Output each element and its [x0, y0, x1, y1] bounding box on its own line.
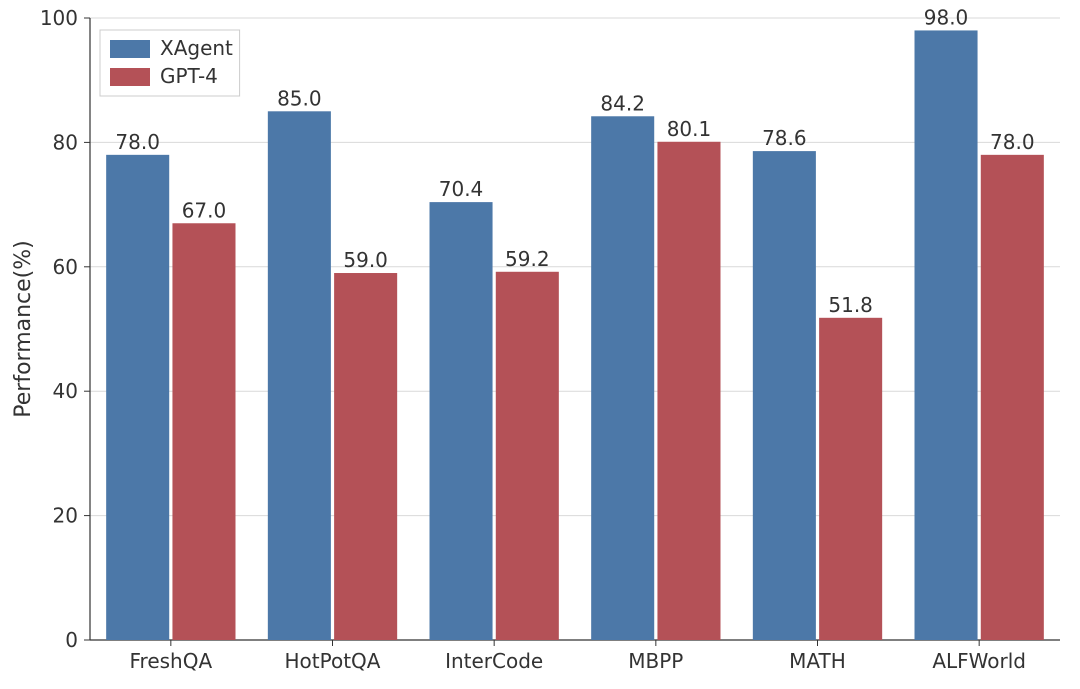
y-axis-label: Performance(%)	[11, 240, 36, 417]
bar-value-label: 67.0	[182, 198, 227, 222]
x-tick-label: ALFWorld	[932, 649, 1026, 673]
y-tick-label: 60	[53, 255, 78, 279]
bar-value-label: 85.0	[277, 86, 322, 110]
chart-canvas: 0 20 40 60 80 100 Performance(%) 78.0 67.0 FreshQ…	[0, 0, 1080, 689]
bar-value-label: 70.4	[439, 177, 484, 201]
bar	[334, 273, 397, 640]
x-tick-label: FreshQA	[130, 649, 213, 673]
bar-value-label: 78.6	[762, 126, 807, 150]
bar-value-label: 80.1	[667, 117, 712, 141]
bar	[106, 155, 169, 640]
legend-swatch	[110, 68, 150, 86]
bar	[591, 116, 654, 640]
y-tick-label: 80	[53, 130, 78, 154]
bar	[819, 318, 882, 640]
y-tick-label: 20	[53, 504, 78, 528]
bar	[430, 202, 493, 640]
performance-bar-chart: 0 20 40 60 80 100 Performance(%) 78.0 67.0 FreshQ…	[0, 0, 1080, 689]
bar	[496, 272, 559, 640]
bar-value-label: 59.2	[505, 247, 550, 271]
bar-value-label: 59.0	[343, 248, 388, 272]
x-tick-label: InterCode	[445, 649, 543, 673]
legend: XAgent GPT-4	[100, 30, 240, 96]
bar	[268, 111, 331, 640]
legend-label: GPT-4	[160, 64, 218, 88]
x-tick-label: HotPotQA	[285, 649, 381, 673]
legend-swatch	[110, 40, 150, 58]
bar	[915, 30, 978, 640]
x-tick-label: MATH	[789, 649, 846, 673]
bar-value-label: 98.0	[924, 5, 969, 29]
y-tick-label: 100	[40, 6, 78, 30]
legend-label: XAgent	[160, 36, 233, 60]
bar-value-label: 51.8	[828, 293, 873, 317]
bar	[981, 155, 1044, 640]
bar	[753, 151, 816, 640]
bar	[172, 223, 235, 640]
bar-value-label: 78.0	[115, 130, 160, 154]
y-tick-label: 0	[65, 628, 78, 652]
x-tick-label: MBPP	[628, 649, 683, 673]
bar	[657, 142, 720, 640]
bar-value-label: 78.0	[990, 130, 1035, 154]
y-tick-label: 40	[53, 379, 78, 403]
bar-value-label: 84.2	[600, 91, 645, 115]
